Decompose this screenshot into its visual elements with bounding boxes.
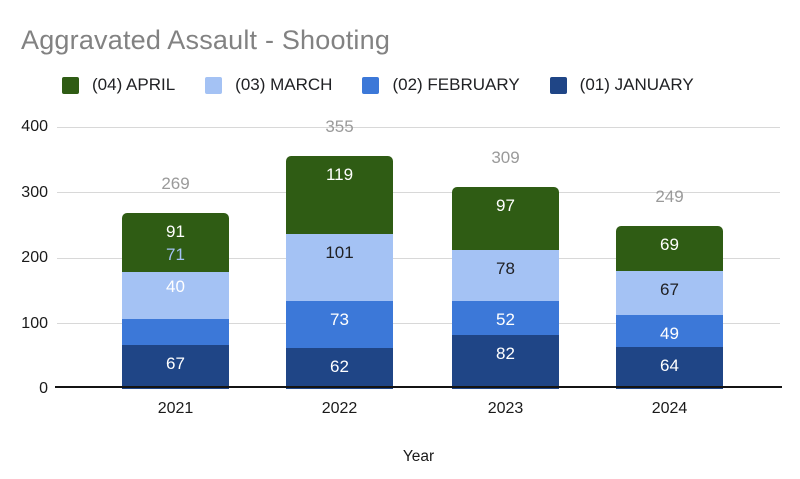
bar-segment-march-2022[interactable]: [286, 234, 393, 301]
legend-swatch-april-icon: [62, 76, 79, 94]
x-axis-title: Year: [402, 448, 435, 465]
bar-segment-february-2022[interactable]: [286, 300, 393, 349]
value-label-april-2021: 91: [166, 221, 185, 241]
bar-segment-february-2024[interactable]: [616, 314, 723, 348]
value-label-january-2021: 67: [166, 354, 185, 374]
legend-item-april[interactable]: (04) APRIL: [62, 75, 175, 95]
x-tick-label-2022: 2022: [321, 400, 358, 417]
bar-segment-february-2023[interactable]: [452, 301, 559, 336]
bar-segment-april-2023[interactable]: [452, 186, 559, 251]
value-label-february-2024: 49: [660, 323, 679, 343]
total-label-2024: 249: [655, 186, 684, 206]
legend-label-february: (02) FEBRUARY: [392, 75, 520, 94]
bar-segment-march-2024[interactable]: [616, 271, 723, 315]
gridline: [57, 257, 780, 259]
bar-segment-january-2022[interactable]: [286, 348, 393, 389]
value-label-april-2024: 69: [660, 234, 679, 254]
value-label-february-2023: 52: [496, 310, 515, 330]
y-tick-label: 0: [39, 380, 48, 397]
bar-segment-march-2023[interactable]: [452, 250, 559, 302]
value-label-march-2022: 101: [325, 243, 354, 263]
y-tick-label: 100: [21, 314, 48, 332]
bar-segment-march-2021[interactable]: [122, 272, 229, 319]
value-label-march-2024: 67: [660, 280, 679, 300]
bar-segment-april-2024[interactable]: [616, 225, 723, 272]
gridline: [57, 192, 780, 193]
y-tick-label: 200: [21, 249, 48, 266]
legend-label-january: (01) JANUARY: [579, 75, 694, 94]
bar-segment-january-2021[interactable]: [122, 345, 229, 389]
value-label-march-2023: 78: [496, 259, 515, 279]
legend-item-january[interactable]: (01) JANUARY: [549, 75, 694, 95]
legend-label-march: (03) MARCH: [235, 75, 333, 94]
y-tick-label: 400: [21, 118, 48, 135]
legend-label-april: (04) APRIL: [92, 75, 176, 94]
total-label-2022: 355: [325, 117, 354, 137]
total-label-2023: 309: [491, 147, 520, 167]
legend-item-february[interactable]: (02) FEBRUARY: [362, 75, 520, 95]
bar-segment-april-2022[interactable]: [286, 156, 393, 235]
value-label-february-2022: 73: [330, 309, 349, 329]
total-label-2021: 269: [161, 173, 190, 193]
bar-segment-january-2024[interactable]: [616, 347, 723, 389]
bar-segment-april-2021[interactable]: [122, 212, 229, 273]
legend-swatch-march-icon: [205, 76, 223, 94]
gridline: [57, 323, 780, 324]
x-axis-line: [55, 386, 782, 388]
value-label-january-2022: 62: [330, 357, 349, 377]
legend-item-march[interactable]: (03) MARCH: [205, 75, 332, 95]
bar-segment-february-2021[interactable]: [122, 318, 229, 346]
chart-title: Aggravated Assault - Shooting: [21, 25, 391, 55]
legend-swatch-january-icon: [549, 76, 567, 94]
value-label-january-2024: 64: [660, 356, 679, 376]
value-label-april-2023: 97: [496, 195, 515, 215]
legend-swatch-february-icon: [362, 76, 380, 94]
value-label-february-2021: 40: [166, 277, 185, 296]
gridline: [57, 126, 780, 128]
bar-segment-january-2023[interactable]: [452, 335, 559, 389]
x-tick-label-2024: 2024: [651, 400, 688, 417]
value-label-march-2021: 71: [166, 245, 185, 264]
x-tick-label-2023: 2023: [487, 400, 524, 417]
value-label-april-2022: 119: [325, 165, 354, 185]
y-tick-label: 300: [21, 183, 48, 201]
chart-legend: (04) APRIL (03) MARCH (02) FEBRUARY (01) JA…: [62, 75, 694, 95]
x-tick-label-2021: 2021: [157, 400, 194, 417]
value-label-january-2023: 82: [496, 344, 515, 364]
